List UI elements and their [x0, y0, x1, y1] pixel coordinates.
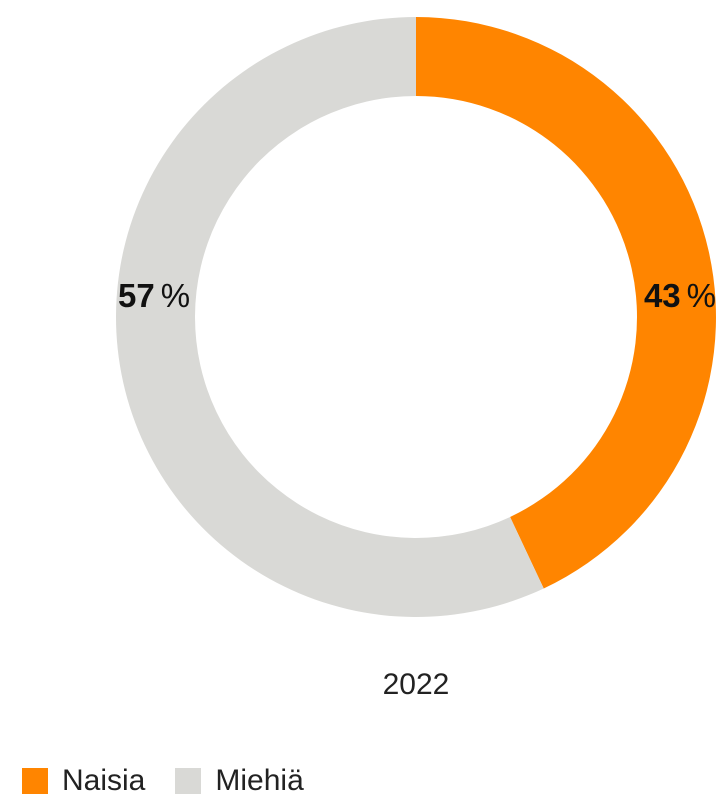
- legend-label-naisia: Naisia: [62, 764, 146, 797]
- data-label-miehia: 57%: [118, 277, 190, 314]
- slice-miehi-: [115, 17, 544, 617]
- donut-slices: [115, 17, 716, 617]
- year-label: 2022: [383, 668, 450, 701]
- data-label-naisia: 43%: [644, 277, 716, 314]
- legend: Naisia Miehiä: [22, 764, 334, 798]
- legend-swatch-naisia: [22, 768, 48, 794]
- legend-label-miehia: Miehiä: [215, 764, 304, 797]
- slice-naisia: [416, 17, 716, 589]
- legend-swatch-miehia: [175, 768, 202, 794]
- legend-item-naisia: Naisia: [22, 764, 145, 798]
- legend-item-miehia: Miehiä: [175, 764, 304, 798]
